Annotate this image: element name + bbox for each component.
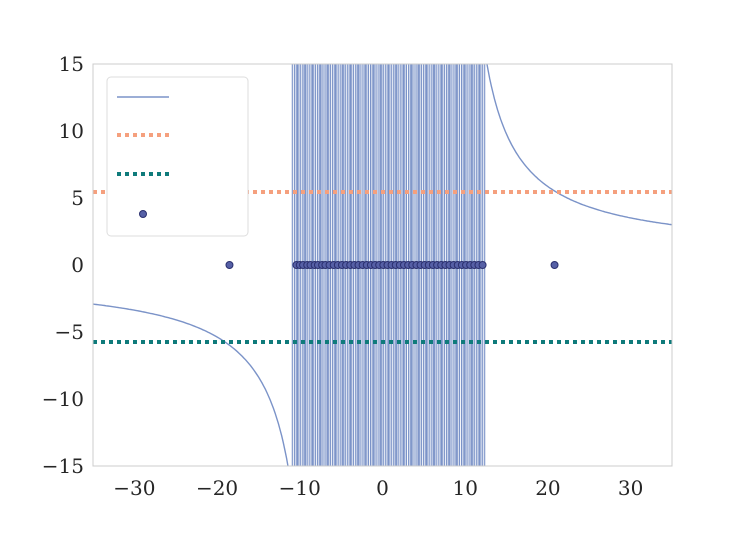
scatter-point: [225, 261, 234, 269]
x-tick-label: −30: [113, 476, 155, 500]
y-tick-label: 5: [71, 186, 84, 210]
plot-content: [93, 64, 672, 466]
x-tick-label: 0: [376, 476, 389, 500]
scatter-point: [478, 261, 487, 269]
y-tick-label: 15: [59, 52, 84, 76]
plot-frame: [92, 63, 673, 467]
x-tick-label: −20: [196, 476, 238, 500]
legend: [106, 76, 249, 237]
x-tick-label: 10: [452, 476, 477, 500]
y-tick-label: −10: [42, 387, 84, 411]
y-tick-label: −15: [42, 454, 84, 478]
scatter-point: [550, 261, 559, 269]
x-axis: −30 −20 −10 0 10 20 30: [113, 476, 643, 500]
x-tick-label: −10: [279, 476, 321, 500]
legend-box: [106, 76, 249, 237]
legend-swatch-scatter: [139, 210, 147, 218]
y-axis: −15 −10 −5 0 5 10 15: [42, 52, 84, 478]
y-tick-label: 10: [59, 119, 84, 143]
x-tick-label: 20: [535, 476, 560, 500]
y-tick-label: 0: [71, 253, 84, 277]
x-tick-label: 30: [618, 476, 643, 500]
right-branch: [486, 64, 672, 226]
y-tick-label: −5: [55, 320, 84, 344]
left-branch: [93, 303, 289, 466]
